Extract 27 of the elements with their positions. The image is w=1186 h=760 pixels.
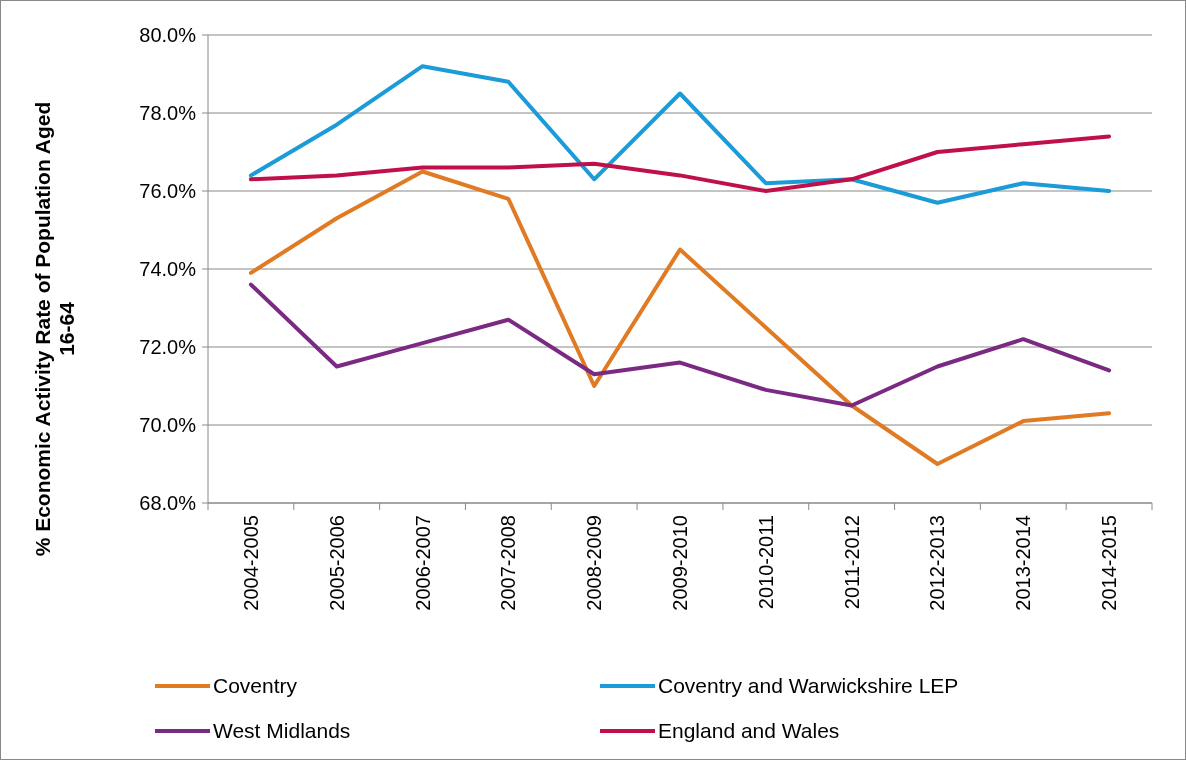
x-tick-label: 2009-2010	[669, 515, 691, 611]
y-tick-label: 68.0%	[139, 492, 197, 514]
legend-label: West Midlands	[213, 719, 351, 743]
x-tick-label: 2005-2006	[325, 515, 348, 611]
y-tick-label: 76.0%	[139, 180, 197, 202]
x-tick-label: 2013-2014	[1012, 515, 1035, 611]
legend-label: Coventry	[213, 674, 298, 698]
y-tick-label: 74.0%	[139, 258, 197, 280]
x-tick-label: 2004-2005	[239, 515, 262, 611]
y-tick-label: 72.0%	[139, 336, 197, 358]
x-tick-label: 2012-2013	[926, 515, 949, 611]
y-tick-label: 78.0%	[139, 102, 197, 124]
x-tick-label: 2010-2011	[754, 515, 777, 610]
line-series	[248, 64, 1112, 205]
line-series	[248, 134, 1112, 193]
legend-label: England and Wales	[658, 719, 840, 743]
x-tick-label: 2006-2007	[411, 515, 434, 611]
x-tick-label: 2007-2008	[497, 515, 520, 611]
x-tick-label: 2011-2012	[840, 515, 863, 610]
x-tick-label: 2014-2015	[1098, 515, 1121, 611]
line-series	[248, 169, 1112, 466]
line-series	[248, 282, 1112, 408]
legend-label: Coventry and Warwickshire LEP	[658, 674, 959, 698]
x-tick-label: 2008-2009	[583, 515, 606, 611]
y-tick-label: 80.0%	[139, 24, 197, 46]
y-axis-title: % Economic Activity Rate of Population Aged 16-64	[31, 101, 78, 557]
y-tick-label: 70.0%	[139, 414, 197, 436]
